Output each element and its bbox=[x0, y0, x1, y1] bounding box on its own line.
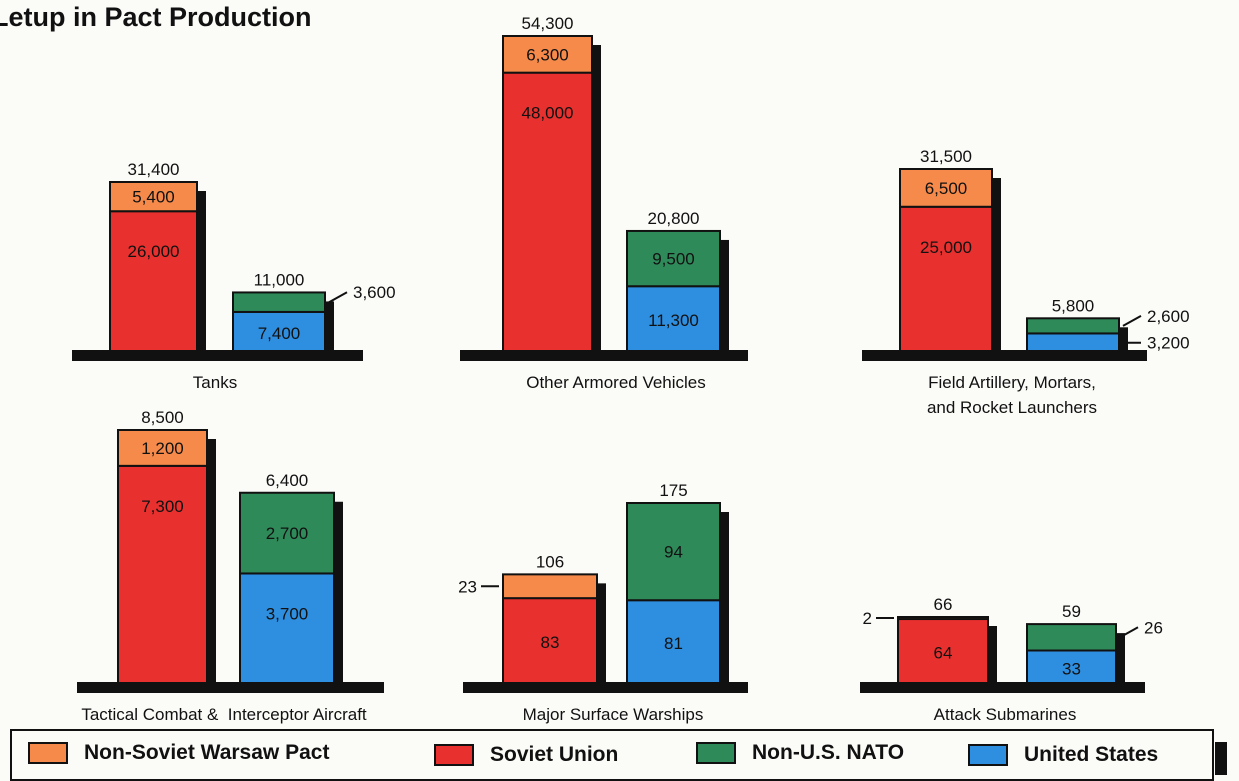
tactical-combat-interceptor-aircraft-segment-label: 7,300 bbox=[141, 497, 184, 516]
tactical-combat-interceptor-aircraft-total-label: 8,500 bbox=[141, 408, 184, 427]
major-surface-warships-outside-label: 23 bbox=[458, 577, 477, 596]
page-title: Letup in Pact Production bbox=[0, 2, 312, 32]
field-artillery-mortars-and-rocket-launchers-outside-label: 3,200 bbox=[1147, 334, 1190, 353]
major-surface-warships-title: Major Surface Warships bbox=[523, 705, 704, 724]
other-armored-vehicles-bar-1-segment-non-us-nato bbox=[626, 229, 721, 288]
tanks-baseline bbox=[72, 350, 363, 361]
tactical-combat-interceptor-aircraft-bar-0-segment-soviet-union bbox=[117, 464, 208, 685]
field-artillery-mortars-and-rocket-launchers-baseline bbox=[862, 350, 1147, 361]
legend-label-united-states: United States bbox=[1024, 743, 1159, 766]
field-artillery-mortars-and-rocket-launchers-segment-label: 25,000 bbox=[920, 238, 972, 257]
tactical-combat-interceptor-aircraft-title: Tactical Combat & Interceptor Aircraft bbox=[81, 705, 367, 724]
other-armored-vehicles-segment-label: 9,500 bbox=[652, 250, 695, 269]
field-artillery-mortars-and-rocket-launchers-title: Field Artillery, Mortars, bbox=[928, 373, 1096, 392]
other-armored-vehicles-baseline bbox=[460, 350, 748, 361]
other-armored-vehicles-title: Other Armored Vehicles bbox=[526, 373, 706, 392]
attack-submarines-total-label: 59 bbox=[1062, 602, 1081, 621]
major-surface-warships-total-label: 106 bbox=[536, 552, 564, 571]
tanks-outside-label: 3,600 bbox=[353, 283, 396, 302]
legend: Non-Soviet Warsaw Pact Soviet Union Non-… bbox=[10, 729, 1214, 781]
legend-label-non-soviet-warsaw-pact: Non-Soviet Warsaw Pact bbox=[84, 741, 330, 764]
other-armored-vehicles-bar-0-segment-non-soviet-warsaw-pact bbox=[502, 35, 593, 74]
tanks-bar-1-segment-non-us-nato bbox=[232, 291, 326, 313]
attack-submarines-segment-label: 33 bbox=[1062, 659, 1081, 678]
tactical-combat-interceptor-aircraft-segment-label: 1,200 bbox=[141, 439, 184, 458]
other-armored-vehicles-segment-label: 11,300 bbox=[648, 311, 699, 330]
major-surface-warships-baseline bbox=[463, 682, 748, 693]
tanks-title: Tanks bbox=[193, 373, 237, 392]
legend-label-non-us-nato: Non-U.S. NATO bbox=[752, 741, 905, 764]
legend-swatch-non-soviet-warsaw-pact bbox=[28, 742, 68, 764]
field-artillery-mortars-and-rocket-launchers-bar-0-segment-non-soviet-warsaw-pact bbox=[899, 168, 993, 208]
tactical-combat-interceptor-aircraft-bar-1-segment-united-states bbox=[239, 572, 335, 686]
field-artillery-mortars-and-rocket-launchers-leader-line bbox=[1122, 314, 1142, 327]
legend-label-soviet-union: Soviet Union bbox=[490, 743, 619, 766]
legend-item-non-soviet-warsaw-pact: Non-Soviet Warsaw Pact bbox=[28, 741, 329, 765]
tactical-combat-interceptor-aircraft-bar-0-segment-non-soviet-warsaw-pact bbox=[117, 429, 208, 467]
attack-submarines-outside-label: 2 bbox=[863, 609, 872, 628]
major-surface-warships-segment-label: 83 bbox=[541, 633, 560, 652]
major-surface-warships-bar-0-segment-non-soviet-warsaw-pact bbox=[502, 573, 598, 600]
field-artillery-mortars-and-rocket-launchers-total-label: 5,800 bbox=[1052, 296, 1095, 315]
tactical-combat-interceptor-aircraft-bar-1-segment-non-us-nato bbox=[239, 491, 335, 575]
major-surface-warships-bar-1-segment-united-states bbox=[626, 599, 721, 685]
legend-edge bbox=[1215, 742, 1227, 775]
tanks-bar-0-segment-non-soviet-warsaw-pact bbox=[109, 181, 198, 213]
attack-submarines-title: Attack Submarines bbox=[934, 705, 1077, 724]
tactical-combat-interceptor-aircraft-segment-label: 2,700 bbox=[266, 524, 309, 543]
legend-swatch-united-states bbox=[968, 744, 1008, 766]
attack-submarines-bar-1-segment-non-us-nato bbox=[1026, 623, 1117, 652]
legend-item-soviet-union: Soviet Union bbox=[434, 743, 618, 767]
major-surface-warships-segment-label: 94 bbox=[664, 543, 683, 562]
attack-submarines-leader-line bbox=[1119, 626, 1139, 639]
legend-item-non-us-nato: Non-U.S. NATO bbox=[696, 741, 904, 765]
attack-submarines-total-label: 66 bbox=[934, 595, 953, 614]
tanks-segment-label: 5,400 bbox=[132, 188, 175, 207]
attack-submarines-baseline bbox=[860, 682, 1145, 693]
tactical-combat-interceptor-aircraft-total-label: 6,400 bbox=[266, 471, 309, 490]
major-surface-warships-bar-1-segment-non-us-nato bbox=[626, 502, 721, 602]
tanks-leader-line bbox=[328, 291, 348, 304]
tactical-combat-interceptor-aircraft-segment-label: 3,700 bbox=[266, 604, 309, 623]
field-artillery-mortars-and-rocket-launchers-bar-1-segment-non-us-nato bbox=[1026, 317, 1120, 335]
field-artillery-mortars-and-rocket-launchers-segment-label: 6,500 bbox=[925, 179, 968, 198]
attack-submarines-bar-0-segment-non-soviet-warsaw-pact bbox=[897, 616, 989, 621]
major-surface-warships-segment-label: 81 bbox=[664, 634, 683, 653]
field-artillery-mortars-and-rocket-launchers-total-label: 31,500 bbox=[920, 147, 972, 166]
other-armored-vehicles-segment-label: 6,300 bbox=[526, 45, 569, 64]
field-artillery-mortars-and-rocket-launchers-bar-1-segment-united-states bbox=[1026, 332, 1120, 353]
tactical-combat-interceptor-aircraft-baseline bbox=[77, 682, 384, 693]
legend-item-united-states: United States bbox=[968, 743, 1158, 767]
field-artillery-mortars-and-rocket-launchers-bar-0-segment-soviet-union bbox=[899, 205, 993, 353]
attack-submarines-segment-label: 64 bbox=[934, 644, 953, 663]
legend-swatch-non-us-nato bbox=[696, 742, 736, 764]
other-armored-vehicles-total-label: 54,300 bbox=[522, 14, 574, 33]
tanks-total-label: 31,400 bbox=[128, 160, 180, 179]
tanks-bar-0-segment-soviet-union bbox=[109, 210, 198, 353]
field-artillery-mortars-and-rocket-launchers-outside-label: 2,600 bbox=[1147, 307, 1190, 326]
charts-canvas: 26,000 5,400 31,400 7,400 3,600 11,000 Tanks 48… bbox=[72, 14, 1190, 724]
other-armored-vehicles-total-label: 20,800 bbox=[648, 209, 700, 228]
tanks-segment-label: 26,000 bbox=[128, 242, 180, 261]
attack-submarines-outside-label: 26 bbox=[1144, 618, 1163, 637]
other-armored-vehicles-segment-label: 48,000 bbox=[522, 104, 574, 123]
field-artillery-mortars-and-rocket-launchers-title: and Rocket Launchers bbox=[927, 398, 1097, 417]
legend-swatch-soviet-union bbox=[434, 744, 474, 766]
tanks-segment-label: 7,400 bbox=[258, 324, 301, 343]
major-surface-warships-total-label: 175 bbox=[659, 481, 687, 500]
tanks-total-label: 11,000 bbox=[254, 270, 305, 289]
major-surface-warships-bar-0-segment-soviet-union bbox=[502, 597, 598, 686]
